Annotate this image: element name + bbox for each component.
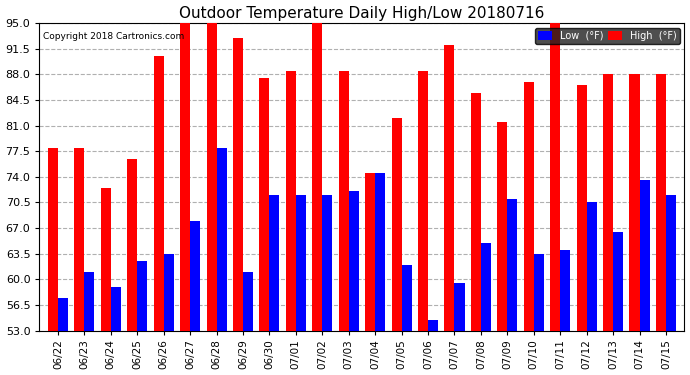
Bar (259, 78, 269, 375)
Bar (164, 254, 174, 375)
Bar (217, 147, 226, 375)
Bar (656, 74, 666, 375)
Bar (550, 23, 560, 375)
Legend: Low  (°F), High  (°F): Low (°F), High (°F) (535, 28, 680, 44)
Bar (391, 118, 402, 375)
Bar (428, 320, 438, 375)
Bar (444, 45, 455, 375)
Bar (586, 202, 597, 375)
Bar (455, 283, 464, 375)
Bar (111, 286, 121, 375)
Bar (613, 232, 623, 375)
Text: Copyright 2018 Cartronics.com: Copyright 2018 Cartronics.com (43, 32, 184, 41)
Bar (534, 254, 544, 375)
Bar (101, 188, 111, 375)
Bar (339, 71, 348, 375)
Bar (243, 272, 253, 375)
Bar (206, 16, 217, 375)
Bar (127, 159, 137, 375)
Bar (233, 38, 243, 375)
Bar (560, 250, 570, 375)
Bar (418, 71, 428, 375)
Bar (180, 16, 190, 375)
Bar (75, 147, 84, 375)
Bar (524, 82, 534, 375)
Bar (507, 199, 518, 375)
Bar (137, 261, 147, 375)
Bar (375, 173, 385, 375)
Bar (666, 195, 676, 375)
Bar (190, 221, 200, 375)
Bar (286, 71, 296, 375)
Bar (481, 243, 491, 375)
Bar (48, 147, 58, 375)
Bar (269, 195, 279, 375)
Bar (296, 195, 306, 375)
Title: Outdoor Temperature Daily High/Low 20180716: Outdoor Temperature Daily High/Low 20180… (179, 6, 544, 21)
Bar (603, 74, 613, 375)
Bar (348, 192, 359, 375)
Bar (365, 173, 375, 375)
Bar (497, 122, 507, 375)
Bar (313, 20, 322, 375)
Bar (154, 56, 164, 375)
Bar (402, 265, 412, 375)
Bar (629, 74, 640, 375)
Bar (58, 298, 68, 375)
Bar (577, 86, 586, 375)
Bar (84, 272, 95, 375)
Bar (322, 195, 333, 375)
Bar (471, 93, 481, 375)
Bar (640, 180, 649, 375)
